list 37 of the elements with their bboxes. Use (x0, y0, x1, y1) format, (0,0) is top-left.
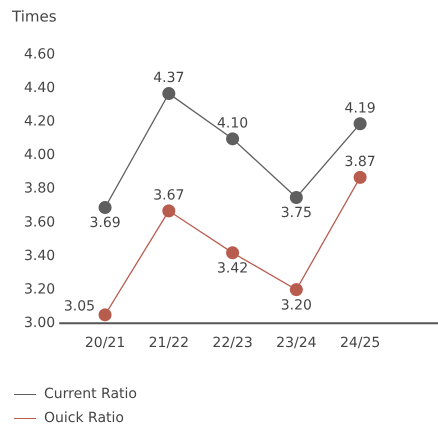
data-label: 3.20 (280, 297, 312, 314)
data-label: 3.05 (64, 298, 96, 314)
data-label: 4.10 (217, 115, 248, 132)
x-tick-label: 23/24 (276, 335, 317, 352)
y-axis-title: Times (11, 7, 57, 26)
point (162, 87, 176, 100)
y-tick-label: 3.40 (24, 248, 56, 264)
x-tick-label: 20/21 (84, 335, 126, 352)
data-label: 4.19 (344, 100, 376, 116)
point (98, 201, 112, 214)
y-tick-label: 3.00 (24, 314, 56, 331)
point (290, 190, 303, 204)
point (226, 246, 240, 260)
x-tick-label: 24/25 (340, 335, 380, 352)
data-label: 3.42 (217, 260, 248, 276)
x-tick-label: 22/23 (212, 335, 253, 352)
point (226, 132, 240, 146)
x-tick-label: 21/22 (148, 335, 189, 352)
point (354, 117, 367, 130)
y-tick-label: 3.80 (24, 180, 56, 197)
point (354, 170, 367, 184)
legend-label: Current Ratio (44, 386, 137, 402)
point (162, 204, 176, 218)
legend-label: Ouick Ratio (44, 410, 124, 426)
y-tick-label: 4.40 (24, 80, 56, 96)
y-tick-label: 3.20 (24, 281, 56, 298)
data-label: 3.87 (344, 154, 376, 170)
y-tick-label: 4.20 (24, 114, 56, 130)
data-label: 3.75 (280, 205, 312, 222)
point (98, 308, 112, 322)
point (290, 283, 303, 296)
data-label: 3.69 (89, 215, 121, 232)
y-tick-label: 4.00 (24, 147, 56, 164)
data-label: 4.37 (153, 70, 184, 86)
y-tick-label: 3.60 (24, 214, 56, 230)
y-tick-label: 4.60 (24, 46, 56, 63)
data-label: 3.67 (153, 188, 184, 204)
